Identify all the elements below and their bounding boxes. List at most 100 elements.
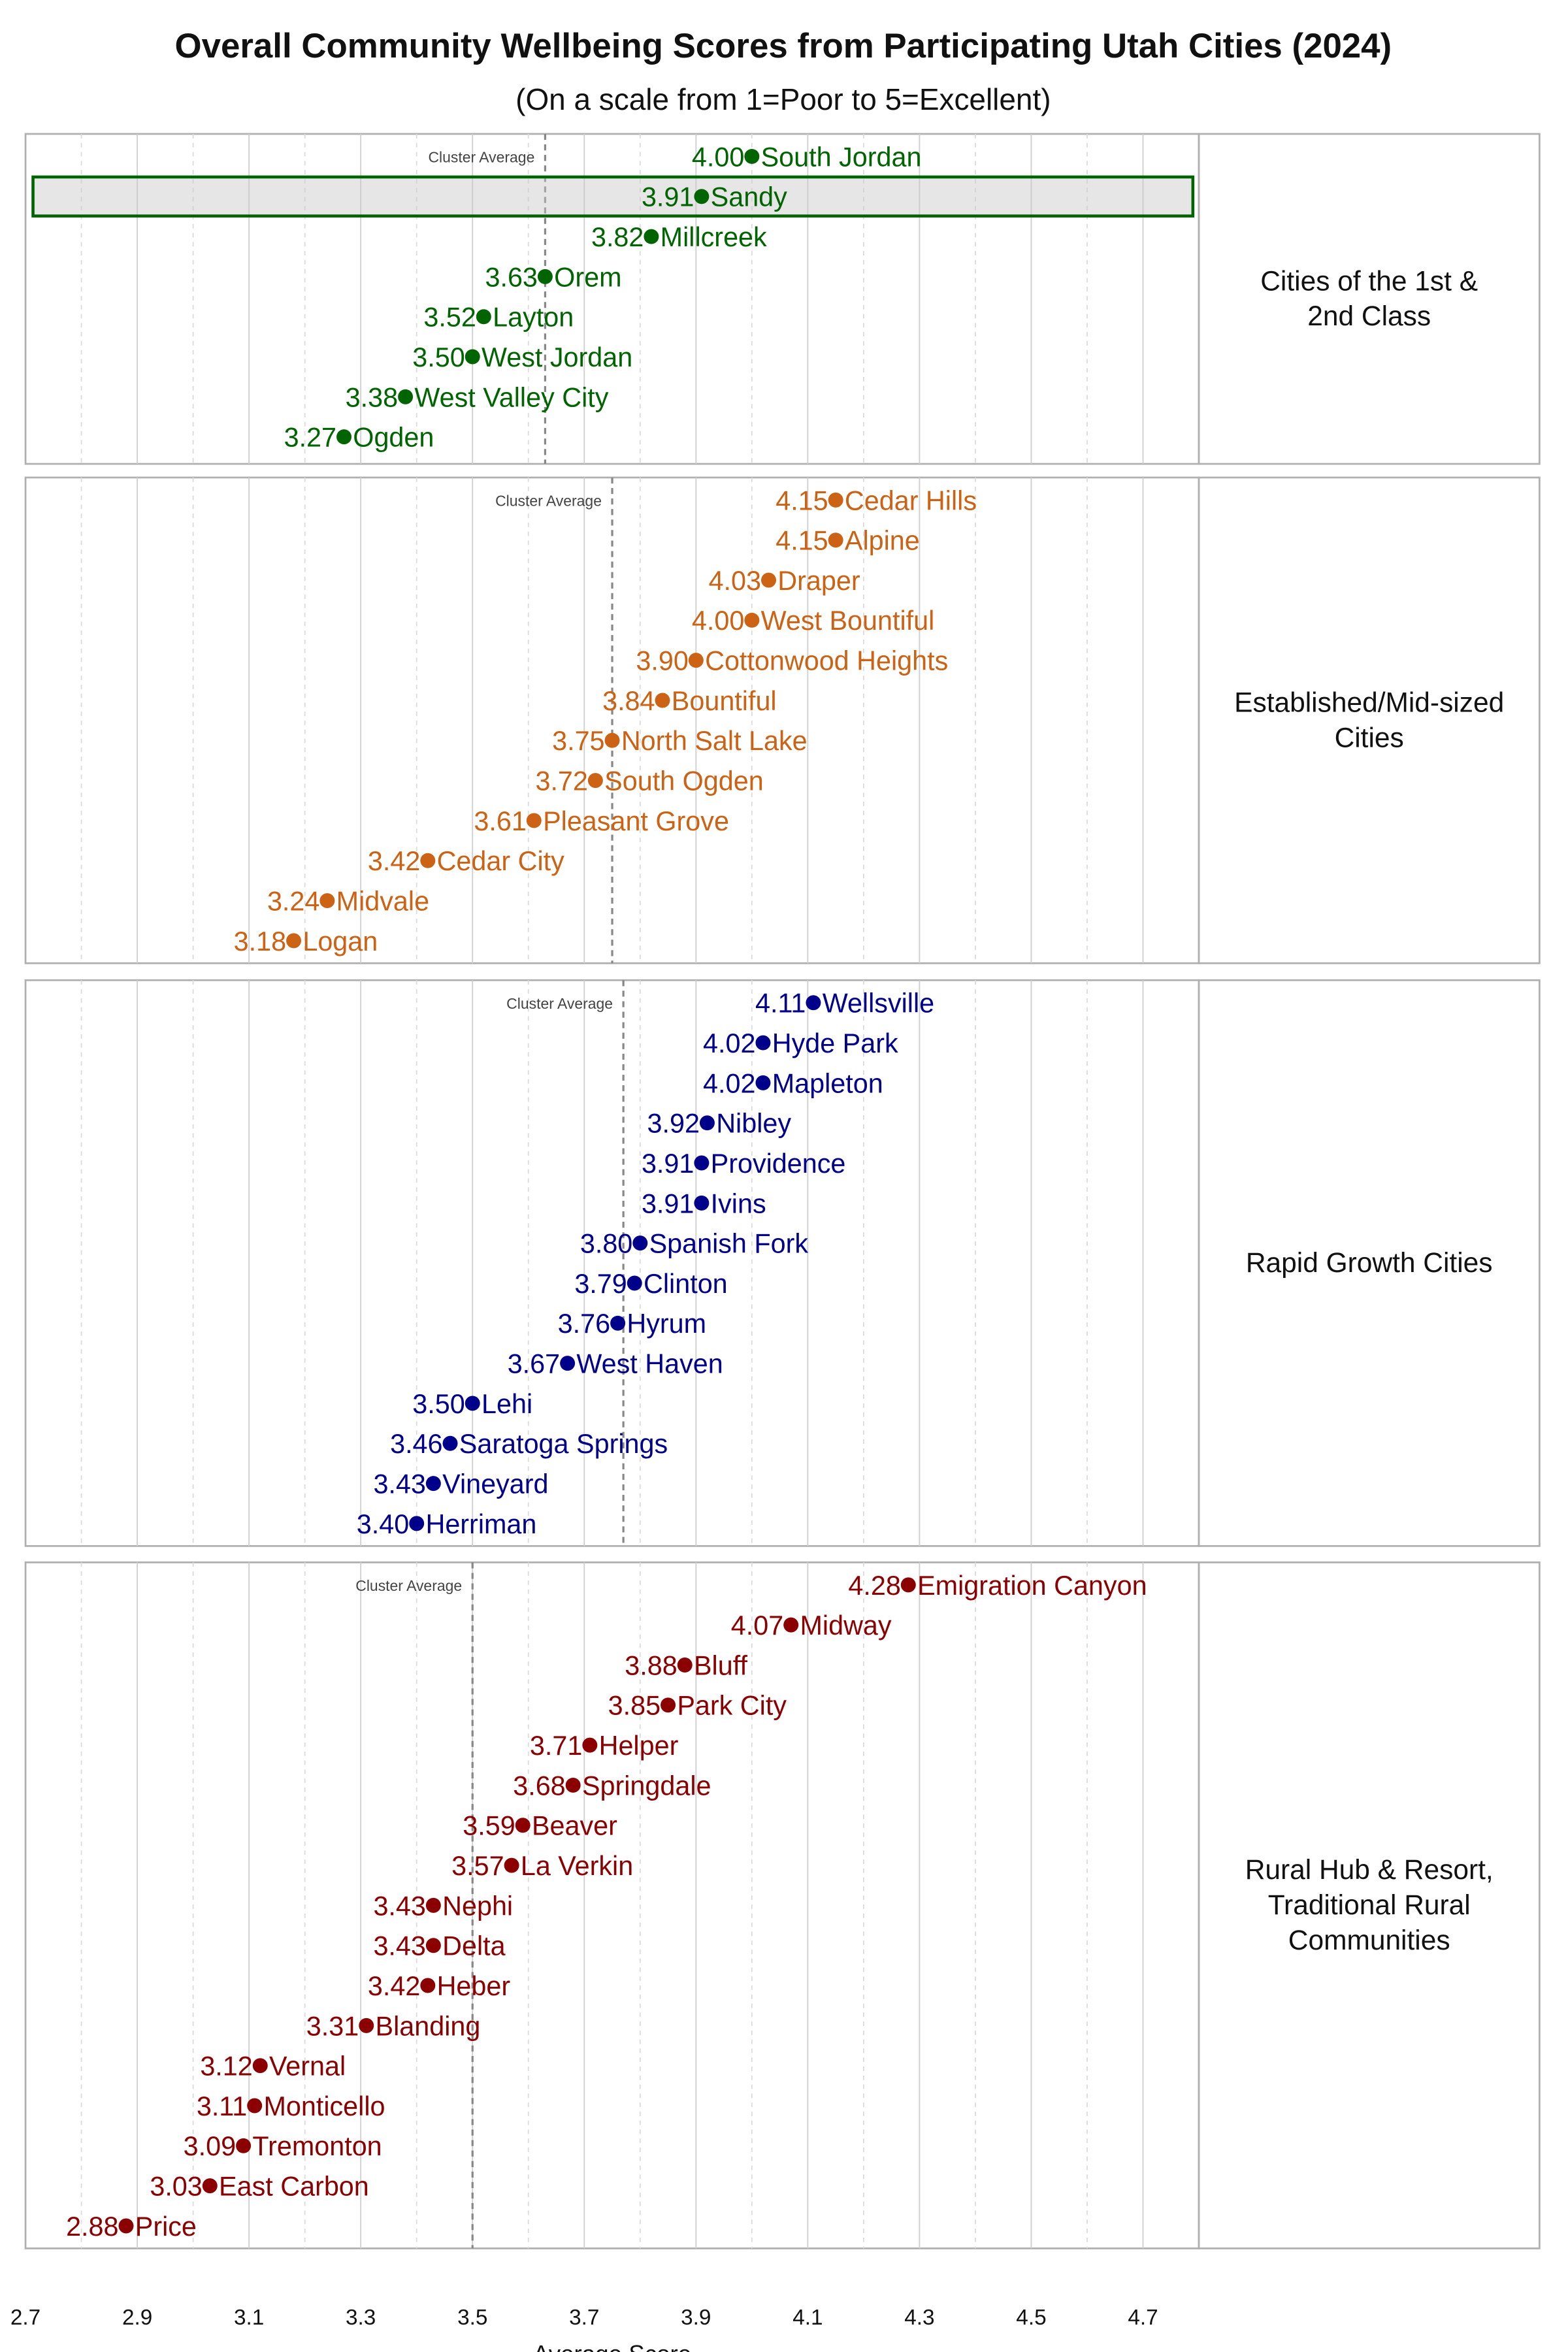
data-point: [420, 853, 436, 868]
value-label: 3.88: [625, 1650, 677, 1680]
city-label: West Haven: [576, 1349, 723, 1379]
value-label: 3.92: [647, 1109, 700, 1139]
city-label: West Bountiful: [761, 606, 935, 636]
city-label: Vineyard: [442, 1469, 548, 1499]
x-tick-label: 2.9: [122, 2306, 152, 2330]
city-label: Heber: [437, 1971, 511, 2001]
data-point: [236, 2138, 252, 2153]
value-label: 3.03: [150, 2172, 202, 2202]
city-label: Park City: [677, 1691, 787, 1721]
data-point: [425, 1476, 441, 1492]
data-point: [806, 995, 821, 1011]
city-label: Sandy: [711, 182, 788, 212]
city-label: Cedar City: [437, 846, 565, 876]
panel-frame: [24, 979, 1200, 1547]
value-label: 4.07: [731, 1610, 783, 1641]
city-label: Millcreek: [661, 222, 767, 252]
city-label: Ogden: [353, 423, 434, 453]
value-label: 3.09: [184, 2131, 236, 2161]
city-label: Logan: [302, 926, 378, 956]
city-label: Bountiful: [672, 686, 777, 716]
city-label: Nibley: [716, 1109, 791, 1139]
chart-subtitle: (On a scale from 1=Poor to 5=Excellent): [515, 82, 1051, 116]
data-point: [644, 229, 659, 244]
data-point: [420, 1978, 436, 1993]
panel-strip: [1198, 133, 1541, 465]
value-label: 4.00: [692, 142, 744, 172]
x-tick-label: 4.1: [792, 2306, 823, 2330]
value-label: 3.61: [474, 806, 526, 836]
x-tick-label: 3.1: [234, 2306, 264, 2330]
city-label: Pleasant Grove: [543, 806, 729, 836]
value-label: 3.18: [234, 926, 286, 956]
city-label: Ivins: [711, 1188, 766, 1218]
city-label: Vernal: [269, 2051, 346, 2082]
value-label: 4.15: [776, 526, 828, 556]
value-label: 3.71: [530, 1731, 582, 1761]
data-point: [515, 1818, 531, 1833]
panel-frame: [24, 133, 1200, 465]
cluster-average-label: Cluster Average: [355, 1577, 462, 1594]
city-label: Bluff: [694, 1650, 747, 1680]
cluster-average-label: Cluster Average: [495, 493, 602, 510]
data-point: [627, 1275, 642, 1291]
city-label: Draper: [777, 566, 860, 596]
city-label: Delta: [442, 1931, 505, 1961]
data-point: [744, 612, 760, 628]
city-label: Emigration Canyon: [917, 1571, 1147, 1601]
value-label: 4.02: [703, 1068, 755, 1098]
value-label: 3.90: [636, 646, 688, 676]
value-label: 3.27: [284, 423, 336, 453]
data-point: [604, 732, 620, 748]
data-point: [560, 1356, 576, 1371]
city-label: West Jordan: [482, 342, 632, 372]
value-label: 3.38: [346, 382, 398, 412]
data-point: [900, 1577, 916, 1593]
panel-strip-label: 2nd Class: [1307, 301, 1431, 332]
data-point: [828, 532, 843, 548]
x-tick-label: 4.7: [1128, 2306, 1158, 2330]
value-label: 4.28: [848, 1571, 900, 1601]
data-point: [398, 389, 414, 404]
x-tick-label: 3.7: [569, 2306, 599, 2330]
data-point: [286, 933, 302, 949]
value-label: 3.91: [642, 1188, 694, 1218]
value-label: 3.76: [558, 1309, 610, 1339]
data-point: [465, 349, 480, 365]
data-point: [744, 148, 760, 164]
panel-1: Established/Mid-sized Cities Cluster Avera…: [24, 476, 1541, 964]
value-label: 4.02: [703, 1028, 755, 1058]
value-label: 3.68: [513, 1771, 565, 1801]
city-label: Cottonwood Heights: [705, 646, 948, 676]
value-label: 3.91: [642, 182, 694, 212]
data-point: [465, 1396, 480, 1411]
data-point: [537, 269, 553, 284]
value-label: 4.11: [755, 988, 806, 1019]
value-label: 3.50: [412, 342, 465, 372]
data-point: [319, 893, 335, 909]
panel-strip-label: Cities: [1335, 723, 1404, 753]
data-point: [425, 1938, 441, 1953]
city-label: Cedar Hills: [845, 485, 977, 515]
panel-strip-label: Traditional Rural: [1268, 1890, 1471, 1921]
data-point: [677, 1657, 693, 1673]
value-label: 3.50: [412, 1389, 465, 1419]
value-label: 4.03: [709, 566, 761, 596]
highlight-box: [31, 175, 1195, 218]
panel-3: Rural Hub & Resort, Traditional Rural Comm…: [24, 1561, 1541, 2249]
city-label: Orem: [554, 262, 621, 292]
value-label: 3.84: [602, 686, 655, 716]
value-label: 3.67: [508, 1349, 560, 1379]
chart-title: Overall Community Wellbeing Scores from …: [175, 27, 1392, 65]
panel-strip: [1198, 1561, 1541, 2249]
panel-2: Rapid Growth Cities Cluster Average 4.11 We…: [24, 979, 1541, 1547]
value-label: 4.15: [776, 485, 828, 515]
data-point: [828, 492, 843, 508]
value-label: 3.43: [373, 1891, 425, 1921]
value-label: 3.31: [306, 2011, 359, 2041]
city-label: East Carbon: [219, 2172, 369, 2202]
panel-strip-label: Communities: [1288, 1925, 1450, 1956]
city-label: South Jordan: [761, 142, 922, 172]
x-tick-label: 2.7: [10, 2306, 41, 2330]
city-label: North Salt Lake: [621, 726, 808, 756]
